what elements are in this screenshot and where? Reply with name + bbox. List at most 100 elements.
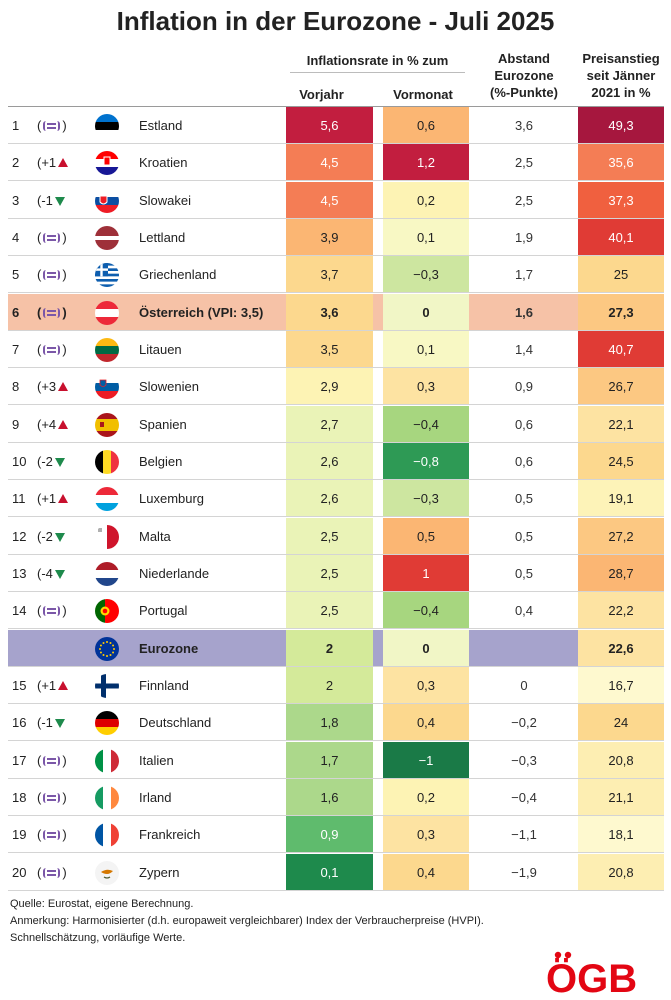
equal-icon <box>43 307 61 318</box>
arrow-down-icon <box>54 458 65 467</box>
rank-change: () <box>37 603 67 619</box>
flag-fr-icon <box>95 823 119 848</box>
equal-icon <box>43 121 61 131</box>
table-row-austria: 6 () Österreich (VPI: 3,5) 3,6 0 1,6 27,3 <box>8 293 664 331</box>
rank-change: (-2 <box>37 518 97 555</box>
header-group: Inflationsrate in % zum <box>306 53 449 68</box>
rank <box>12 630 38 667</box>
rank-change-text: (-4 <box>37 566 53 581</box>
arrow-up-icon <box>58 419 69 429</box>
row-divider <box>8 329 664 331</box>
header-abstand-line3: (%-Punkte) <box>490 85 558 100</box>
table-row-eurozone: Eurozone 2 0 22,6 <box>8 629 664 667</box>
value-vorjahr: 3,5 <box>286 331 373 368</box>
value-preisanstieg: 40,7 <box>578 331 664 368</box>
value-vormonat: 0,4 <box>383 704 469 742</box>
country-name: Luxemburg <box>139 491 205 507</box>
country-name: Irland <box>139 789 172 805</box>
country-name: Estland <box>139 118 183 133</box>
value-abstand: 2,5 <box>514 192 534 208</box>
logo-text: ÖGB <box>546 956 637 994</box>
row-divider <box>8 441 664 443</box>
row-divider <box>8 292 664 294</box>
value-abstand: 2,5 <box>514 155 534 171</box>
flag-sk-icon <box>95 188 119 213</box>
rank-change: (+4 <box>37 406 97 443</box>
table-row: 16 (-1 Deutschland 1,8 0,4 −0,2 24 <box>8 704 664 742</box>
table-row: 17 () Italien 1,7 −1 −0,3 20,8 <box>8 741 664 779</box>
table-row: 10 (-2 Belgien 2,6 −0,8 0,6 24,5 <box>8 443 664 480</box>
header-vormonat: Vormonat <box>393 87 453 102</box>
rank-change: () <box>37 342 67 357</box>
value-abstand: −0,2 <box>511 715 537 731</box>
value-preisanstieg: 20,8 <box>578 853 664 891</box>
rank: 14 <box>12 603 27 619</box>
arrow-down-icon <box>54 196 65 206</box>
row-divider <box>8 628 664 630</box>
flag-lv-icon <box>95 226 119 250</box>
table-row: 19 () Frankreich 0,9 0,3 −1,1 18,1 <box>8 816 664 854</box>
value-abstand: 1,9 <box>514 230 534 245</box>
value-abstand: −1,9 <box>511 864 537 880</box>
country-name: Slowenien <box>139 379 199 395</box>
country-name: Lettland <box>139 230 186 245</box>
value-vormonat: 0,1 <box>383 331 469 368</box>
footnotes: Quelle: Eurostat, eigene Berechnung. Anm… <box>10 896 484 947</box>
rank: 2 <box>12 155 20 171</box>
rank: 7 <box>12 342 20 357</box>
flag-si-icon <box>95 375 119 400</box>
table-row: 13 (-4 Niederlande 2,5 1 0,5 28,7 <box>8 555 664 592</box>
country-name: Österreich (VPI: 3,5) <box>139 304 264 320</box>
row-divider <box>8 367 664 368</box>
country-name: Eurozone <box>139 640 199 656</box>
table-row: 18 () Irland 1,6 0,2 −0,4 21,1 <box>8 778 664 816</box>
rank-change-text: (+3 <box>37 379 57 395</box>
value-preisanstieg: 40,1 <box>578 219 664 256</box>
flag-lu-icon <box>95 487 119 512</box>
value-vormonat: 0 <box>383 629 469 667</box>
value-preisanstieg: 25 <box>578 256 664 294</box>
rank-change: () <box>37 789 67 805</box>
country-name: Spanien <box>139 416 187 432</box>
rank: 6 <box>12 304 20 320</box>
rank-change: (-2 <box>37 443 97 480</box>
equal-icon <box>43 345 61 355</box>
value-preisanstieg: 22,2 <box>578 592 664 630</box>
arrow-down-icon <box>54 719 65 729</box>
rank-change: () <box>37 230 67 245</box>
value-preisanstieg: 21,1 <box>578 778 664 816</box>
value-vorjahr: 4,5 <box>286 181 373 219</box>
value-vormonat: 0,2 <box>383 181 469 219</box>
equal-icon <box>43 867 61 878</box>
row-divider <box>8 180 664 182</box>
table-row: 4 () Lettland 3,9 0,1 1,9 40,1 <box>8 219 664 256</box>
value-vorjahr: 2,7 <box>286 405 373 443</box>
country-name: Portugal <box>139 603 188 619</box>
flag-de-icon <box>95 711 119 736</box>
value-vorjahr: 0,9 <box>286 816 373 854</box>
oegb-logo: ÖGB <box>546 951 637 994</box>
value-vormonat: −1 <box>383 741 469 779</box>
value-abstand: 1,7 <box>514 267 534 283</box>
value-preisanstieg: 20,8 <box>578 741 664 779</box>
value-vorjahr: 3,9 <box>286 219 373 256</box>
rank: 15 <box>12 677 27 693</box>
rank-change-text: (+1 <box>37 677 57 693</box>
value-vorjahr: 2 <box>286 629 373 667</box>
value-vorjahr: 2,6 <box>286 443 373 480</box>
flag-hr-icon <box>95 151 119 176</box>
rank-change: () <box>37 267 67 283</box>
value-vorjahr: 2,6 <box>286 480 373 518</box>
header-abstand: Abstand Eurozone (%-Punkte) <box>472 50 576 101</box>
row-divider <box>8 591 664 592</box>
rank: 17 <box>12 752 27 768</box>
value-vormonat: 1 <box>383 555 469 592</box>
value-vormonat: −0,4 <box>383 592 469 630</box>
rank-change: () <box>37 752 67 768</box>
rank: 5 <box>12 267 20 283</box>
value-preisanstieg: 27,3 <box>578 293 664 331</box>
value-abstand: 1,6 <box>514 304 534 320</box>
rank-change-text: (+4 <box>37 416 57 432</box>
arrow-up-icon <box>58 158 69 168</box>
equal-icon <box>43 792 61 803</box>
